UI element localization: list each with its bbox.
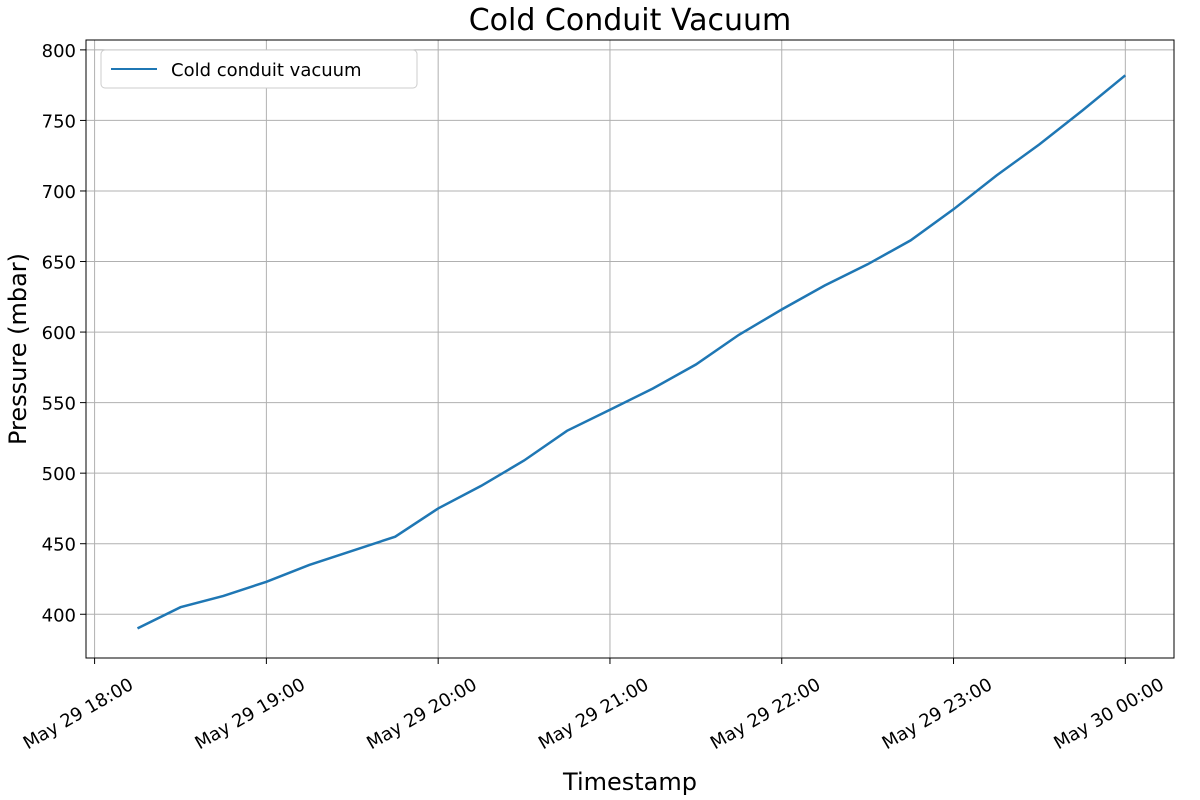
legend-label: Cold conduit vacuum: [171, 60, 362, 81]
x-tick-label: May 29 18:00: [20, 674, 137, 754]
x-tick-label: May 29 22:00: [707, 674, 824, 754]
x-tick-label: May 30 00:00: [1050, 674, 1167, 754]
plot-frame: [85, 39, 1175, 659]
y-axis-label: Pressure (mbar): [4, 253, 32, 445]
chart-title: Cold Conduit Vacuum: [469, 3, 792, 38]
y-tick-label: 450: [42, 535, 76, 556]
y-tick-label: 650: [42, 253, 76, 274]
y-tick-label: 500: [42, 464, 76, 485]
x-tick-label: May 29 21:00: [535, 674, 652, 754]
line: [136, 74, 1127, 630]
y-tick-label: 750: [42, 111, 76, 132]
x-tick-label: May 29 23:00: [879, 674, 996, 754]
x-tick-label: May 29 19:00: [191, 674, 308, 754]
y-tick-label: 600: [42, 323, 76, 344]
y-tick-label: 400: [42, 605, 76, 626]
x-axis-label: Timestamp: [562, 768, 697, 796]
x-tick-label: May 29 20:00: [363, 674, 480, 754]
y-tick-label: 700: [42, 182, 76, 203]
legend-box: [100, 49, 418, 89]
y-tick-label: 550: [42, 394, 76, 415]
y-tick-label: 800: [42, 41, 76, 62]
